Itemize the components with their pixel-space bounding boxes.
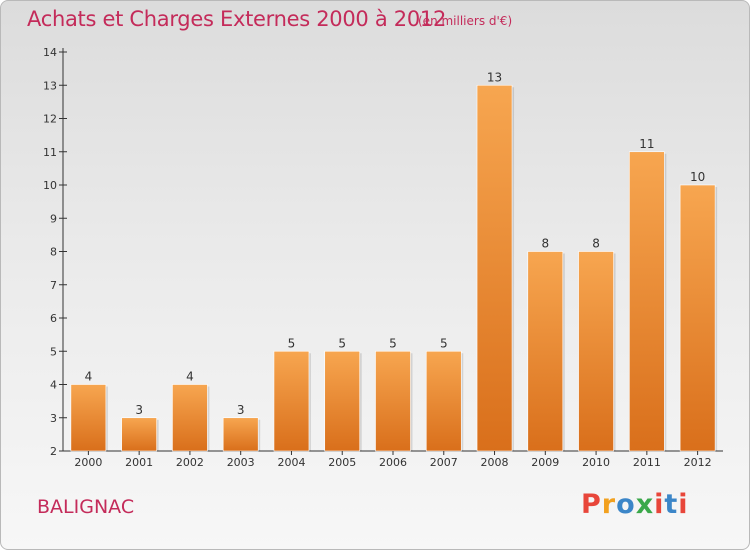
x-tick-label: 2010 [582, 456, 610, 469]
bar [273, 350, 310, 452]
x-tick-label: 2008 [481, 456, 509, 469]
brand-letter: i [654, 489, 665, 520]
brand-letter: r [601, 489, 617, 520]
bar-value-label: 5 [338, 336, 346, 350]
x-tick-label: 2002 [176, 456, 204, 469]
y-tick-label: 14 [43, 46, 57, 59]
bar [70, 384, 107, 452]
y-tick-label: 12 [43, 113, 57, 126]
brand-letter: i [678, 489, 689, 520]
y-tick-label: 3 [50, 412, 57, 425]
y-tick-label: 6 [50, 312, 57, 325]
bar-value-label: 3 [135, 403, 143, 417]
y-tick-label: 2 [50, 445, 57, 458]
bar [324, 350, 361, 452]
bar [578, 251, 614, 452]
y-tick-label: 4 [50, 379, 57, 392]
bar-value-label: 4 [85, 370, 93, 384]
bar-value-label: 5 [440, 336, 448, 350]
x-tick-label: 2000 [74, 456, 102, 469]
brand-letter: P [581, 489, 602, 520]
x-tick-label: 2005 [328, 456, 356, 469]
bar [527, 251, 564, 452]
y-tick-label: 13 [43, 79, 57, 92]
bar [172, 384, 208, 452]
brand-letter: x [635, 489, 655, 520]
bar [222, 417, 259, 452]
bar [121, 417, 157, 452]
brand-letter: t [664, 489, 679, 520]
bar-value-label: 11 [639, 137, 654, 151]
x-tick-label: 2003 [227, 456, 255, 469]
x-tick-label: 2011 [633, 456, 661, 469]
bar [679, 184, 716, 452]
bar-value-label: 8 [541, 237, 549, 251]
bar-value-label: 5 [288, 336, 296, 350]
bar-value-label: 3 [237, 403, 245, 417]
x-tick-label: 2004 [277, 456, 305, 469]
x-tick-label: 2006 [379, 456, 407, 469]
bar [476, 84, 513, 452]
y-tick-label: 8 [50, 246, 57, 259]
y-tick-label: 11 [43, 146, 57, 159]
x-tick-label: 2012 [684, 456, 712, 469]
x-tick-label: 2001 [125, 456, 153, 469]
x-tick-label: 2007 [430, 456, 458, 469]
y-tick-label: 5 [50, 345, 57, 358]
brand-letter: o [616, 489, 636, 520]
bar [425, 350, 462, 452]
bar-value-label: 5 [389, 336, 397, 350]
commune-name: BALIGNAC [37, 496, 135, 518]
chart-subtitle: (en milliers d'€) [418, 14, 513, 28]
bar [629, 151, 665, 452]
y-tick-label: 10 [43, 179, 57, 192]
x-tick-label: 2009 [531, 456, 559, 469]
chart-title: Achats et Charges Externes 2000 à 2012 [27, 7, 447, 31]
brand-logo: Proxiti [581, 489, 689, 520]
bar-value-label: 4 [186, 370, 194, 384]
bar-value-label: 13 [487, 70, 502, 84]
bar [375, 350, 411, 452]
y-tick-label: 7 [50, 279, 57, 292]
y-tick-label: 9 [50, 212, 57, 225]
bar-value-label: 10 [690, 170, 705, 184]
bar-value-label: 8 [592, 237, 600, 251]
